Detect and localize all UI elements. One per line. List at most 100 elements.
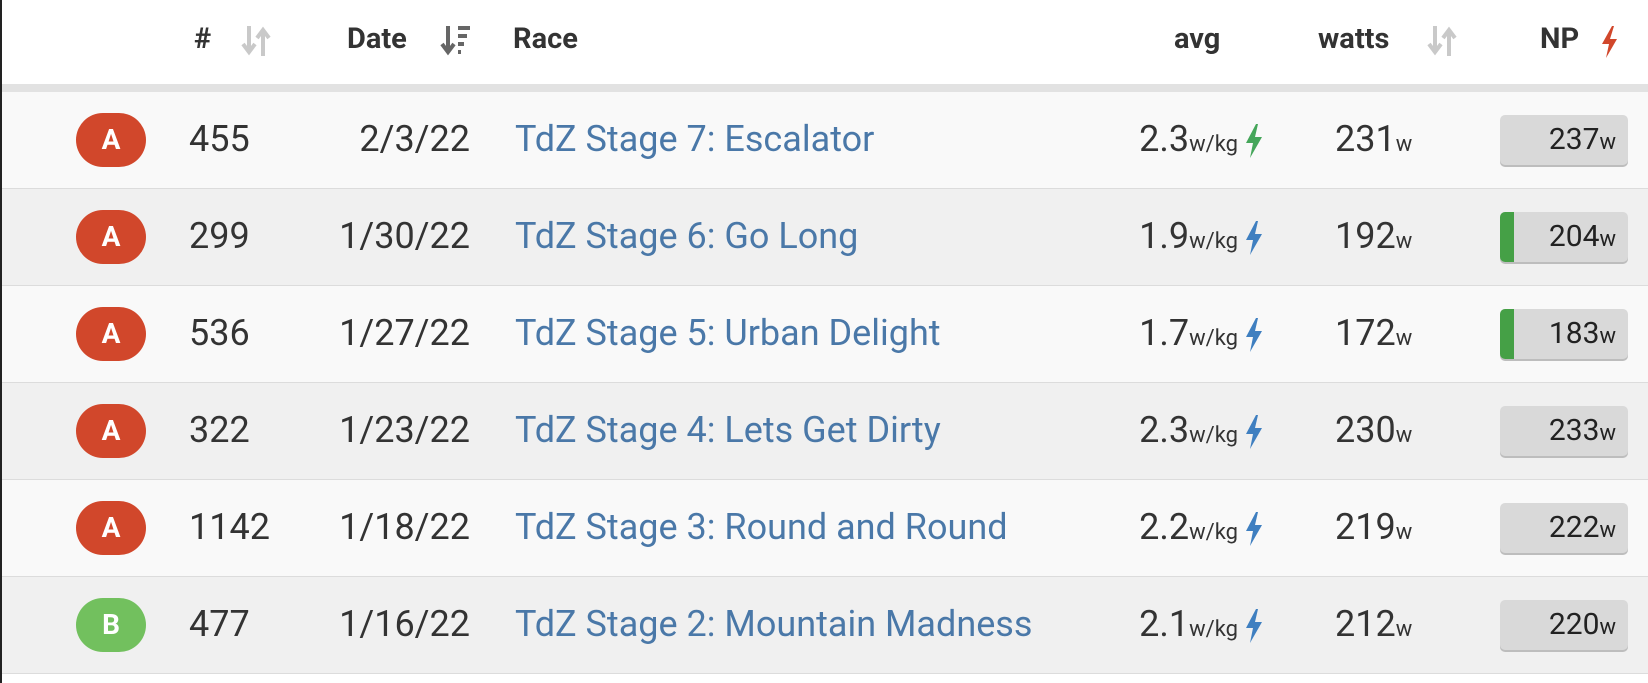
race-link[interactable]: TdZ Stage 4: Lets Get Dirty <box>515 409 941 451</box>
race-date: 2/3/22 <box>359 118 470 160</box>
np-box: 233w <box>1500 406 1628 456</box>
np-unit: w <box>1599 130 1616 155</box>
power-bolt-icon <box>1246 512 1262 546</box>
watts-unit: w <box>1395 326 1413 351</box>
race-date: 1/16/22 <box>339 603 470 645</box>
watts-unit: w <box>1395 132 1413 157</box>
avg-unit: w/kg <box>1189 326 1238 351</box>
np: 204w <box>1549 219 1616 254</box>
np-unit: w <box>1599 518 1616 543</box>
np-value: 220 <box>1548 607 1600 642</box>
np-box: 222w <box>1500 503 1628 553</box>
header-watts[interactable]: watts <box>1318 22 1390 56</box>
watts-value: 231 <box>1335 118 1396 160</box>
np-unit: w <box>1599 227 1616 252</box>
np-box: 183w <box>1500 309 1628 359</box>
power-bolt-icon <box>1246 415 1262 449</box>
race-link[interactable]: TdZ Stage 3: Round and Round <box>515 506 1008 548</box>
watts-value: 230 <box>1335 409 1396 451</box>
avg-unit: w/kg <box>1189 132 1238 157</box>
race-date: 1/27/22 <box>339 312 470 354</box>
header-num[interactable]: # <box>194 22 212 56</box>
bolt-shape <box>1246 609 1262 643</box>
avg-wkg: 1.7w/kg <box>1139 312 1238 354</box>
np-box: 204w <box>1500 212 1628 262</box>
category-badge: A <box>76 307 146 361</box>
avg-wkg: 2.1w/kg <box>1139 603 1238 645</box>
np-unit: w <box>1599 421 1616 446</box>
race-link[interactable]: TdZ Stage 6: Go Long <box>515 215 859 257</box>
table-row: A 455 2/3/22 TdZ Stage 7: Escalator 2.3w/kg 2… <box>2 92 1648 189</box>
np-value: 183 <box>1548 316 1600 351</box>
avg-value: 1.7 <box>1139 312 1190 354</box>
power-bolt-icon <box>1246 318 1262 352</box>
race-number: 1142 <box>189 506 270 548</box>
watts: 172w <box>1335 312 1412 354</box>
sort-icon[interactable] <box>440 24 474 58</box>
watts: 192w <box>1335 215 1412 257</box>
table-row: A 322 1/23/22 TdZ Stage 4: Lets Get Dirty 2.… <box>2 383 1648 480</box>
table-row: B 477 1/16/22 TdZ Stage 2: Mountain Madness… <box>2 577 1648 674</box>
np-box: 237w <box>1500 115 1628 165</box>
avg-value: 1.9 <box>1139 215 1190 257</box>
power-bolt-icon <box>1246 221 1262 255</box>
race-link[interactable]: TdZ Stage 7: Escalator <box>515 118 875 160</box>
header-race[interactable]: Race <box>513 22 578 56</box>
np: 183w <box>1549 316 1616 351</box>
avg-unit: w/kg <box>1189 520 1238 545</box>
table-header: # Date Race avg watts NP <box>2 0 1648 92</box>
bolt-shape <box>1246 221 1262 255</box>
table-row: A 536 1/27/22 TdZ Stage 5: Urban Delight 1.7… <box>2 286 1648 383</box>
header-date[interactable]: Date <box>347 22 407 56</box>
sort-icon[interactable] <box>1426 24 1460 58</box>
category-badge: A <box>76 113 146 167</box>
bolt-shape <box>1246 318 1262 352</box>
np-bolt-icon <box>1602 26 1617 58</box>
race-number: 322 <box>189 409 250 451</box>
watts-value: 219 <box>1335 506 1396 548</box>
category-badge: A <box>76 404 146 458</box>
avg-wkg: 2.3w/kg <box>1139 409 1238 451</box>
bolt-shape <box>1246 124 1262 158</box>
watts-unit: w <box>1395 423 1413 448</box>
category-badge: A <box>76 501 146 555</box>
race-number: 536 <box>189 312 250 354</box>
watts-unit: w <box>1395 520 1413 545</box>
avg-value: 2.3 <box>1139 118 1190 160</box>
table-row: A 299 1/30/22 TdZ Stage 6: Go Long 1.9w/kg 19… <box>2 189 1648 286</box>
category-badge: B <box>76 598 146 652</box>
np: 233w <box>1549 413 1616 448</box>
np-value: 233 <box>1548 413 1600 448</box>
np-highlight-bar <box>1500 212 1514 262</box>
header-avg[interactable]: avg <box>1174 22 1221 56</box>
np: 237w <box>1549 122 1616 157</box>
bolt-shape <box>1246 512 1262 546</box>
watts: 219w <box>1335 506 1412 548</box>
race-date: 1/18/22 <box>339 506 470 548</box>
race-number: 455 <box>189 118 250 160</box>
np: 220w <box>1549 607 1616 642</box>
table-row: A 1142 1/18/22 TdZ Stage 3: Round and Round… <box>2 480 1648 577</box>
avg-unit: w/kg <box>1189 423 1238 448</box>
np-box: 220w <box>1500 600 1628 650</box>
watts: 231w <box>1335 118 1412 160</box>
power-bolt-icon <box>1246 609 1262 643</box>
race-number: 299 <box>189 215 250 257</box>
race-link[interactable]: TdZ Stage 2: Mountain Madness <box>515 603 1033 645</box>
np-unit: w <box>1599 324 1616 349</box>
np-value: 204 <box>1548 219 1600 254</box>
race-date: 1/30/22 <box>339 215 470 257</box>
avg-wkg: 1.9w/kg <box>1139 215 1238 257</box>
header-np[interactable]: NP <box>1540 22 1580 56</box>
avg-value: 2.2 <box>1139 506 1190 548</box>
race-link[interactable]: TdZ Stage 5: Urban Delight <box>515 312 941 354</box>
np-value: 237 <box>1548 122 1600 157</box>
bolt-shape <box>1246 415 1262 449</box>
watts-unit: w <box>1395 229 1413 254</box>
race-number: 477 <box>189 603 250 645</box>
avg-value: 2.3 <box>1139 409 1190 451</box>
avg-unit: w/kg <box>1189 617 1238 642</box>
category-badge: A <box>76 210 146 264</box>
sort-icon[interactable] <box>240 24 274 58</box>
